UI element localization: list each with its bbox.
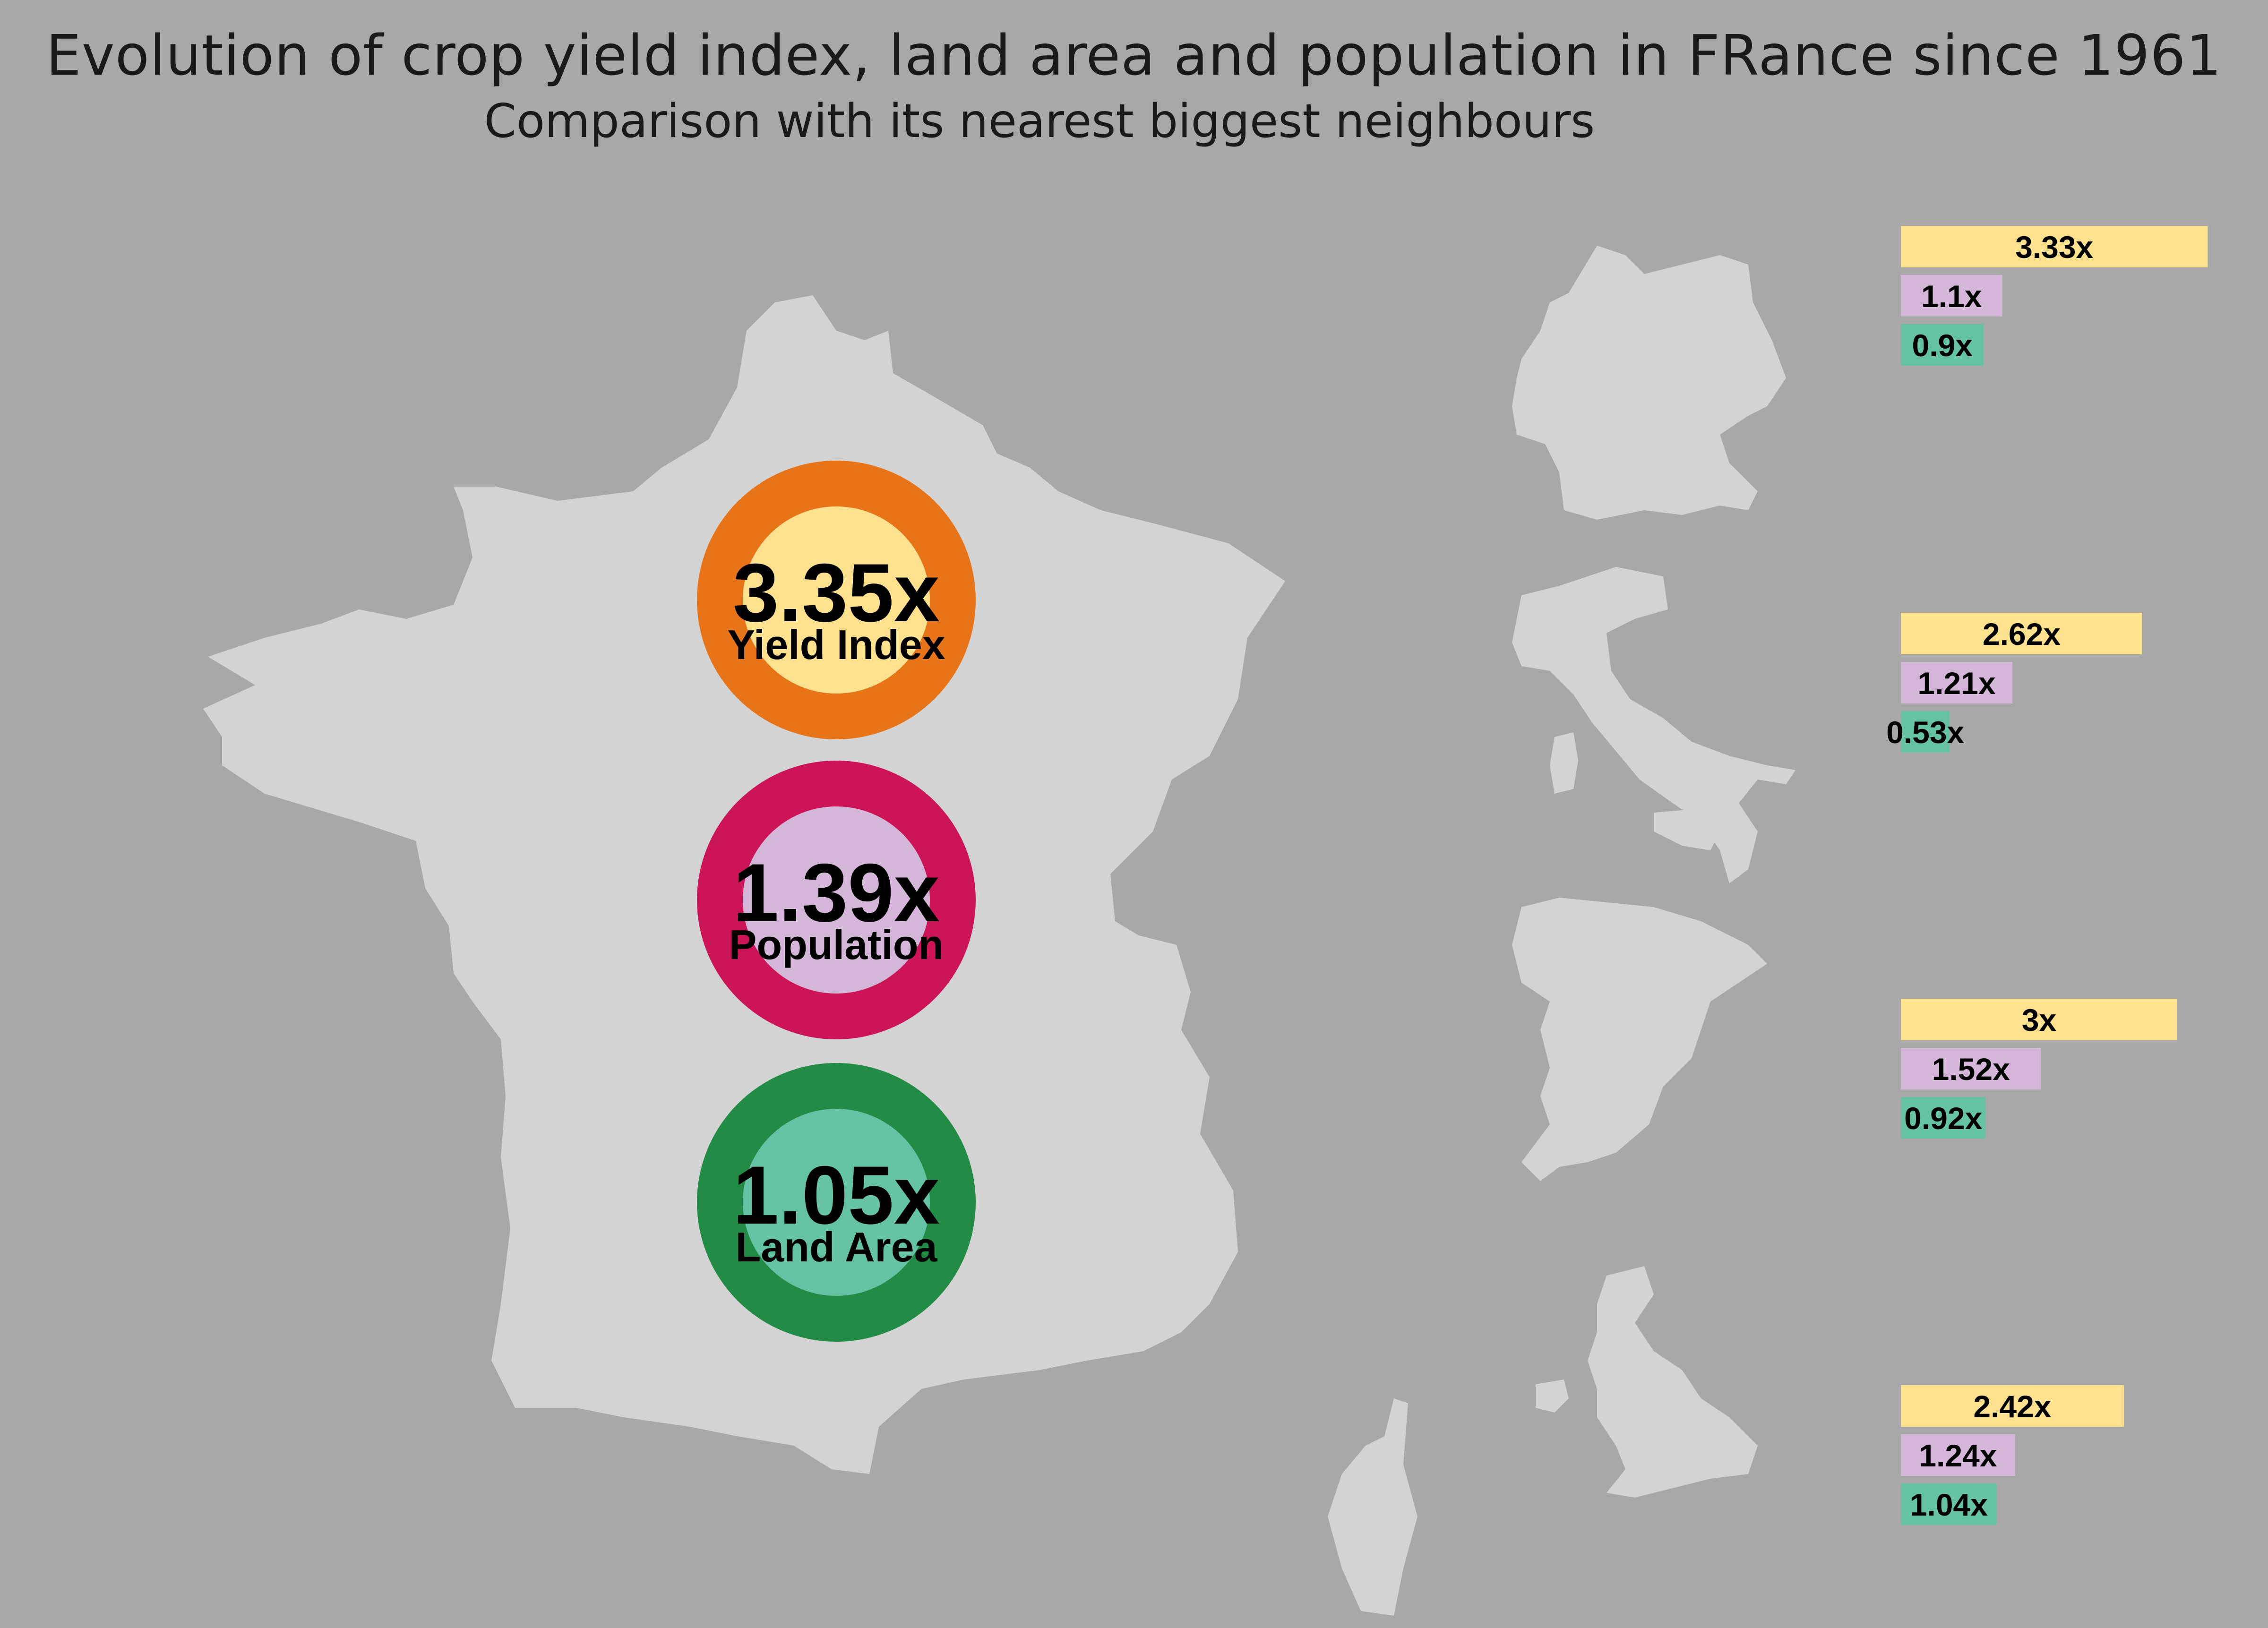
bar-yield	[1901, 999, 2177, 1040]
bar-yield	[1901, 226, 2208, 267]
bar-label-area: 0.92x	[1904, 1101, 1982, 1136]
bars-germany: 3.33x 1.1x 0.9x	[1901, 226, 2208, 366]
uk-map	[1588, 1266, 1758, 1498]
yield-inner-disc	[743, 506, 930, 694]
area-label: Land Area	[735, 1224, 937, 1270]
bar-label-population: 1.1x	[1921, 279, 1982, 314]
bar-label-population: 1.52x	[1932, 1052, 2010, 1087]
area-inner-disc	[743, 1109, 930, 1296]
population-value: 1.39x	[733, 847, 940, 939]
bar-yield	[1901, 1385, 2124, 1427]
corsica-map	[1328, 1398, 1418, 1616]
bar-population	[1901, 1434, 2015, 1476]
bar-label-population: 1.21x	[1917, 666, 1995, 701]
chart-subtitle: Comparison with its nearest biggest neig…	[484, 94, 1595, 148]
bar-label-yield: 3.33x	[2015, 230, 2093, 265]
yield-label: Yield Index	[727, 621, 945, 668]
bars-spain: 3x 1.52x 0.92x	[1901, 999, 2177, 1139]
area-value: 1.05x	[733, 1149, 940, 1242]
population-inner-disc	[743, 806, 930, 994]
bar-area	[1901, 711, 1950, 753]
bar-area	[1901, 1483, 1997, 1525]
bar-label-yield: 3x	[2022, 1003, 2057, 1037]
population-label: Population	[729, 921, 944, 968]
spain-map	[1512, 898, 1767, 1181]
bar-label-yield: 2.42x	[1973, 1389, 2051, 1424]
bar-population	[1901, 1048, 2041, 1089]
bar-label-area: 1.04x	[1910, 1487, 1988, 1522]
bar-area	[1901, 1097, 1986, 1139]
bar-population	[1901, 275, 2002, 317]
bar-label-area: 0.9x	[1912, 328, 1973, 363]
sardinia-map	[1550, 732, 1578, 794]
bar-label-population: 1.24x	[1919, 1438, 1997, 1473]
italy-map	[1512, 567, 1796, 883]
yield-value: 3.35x	[733, 547, 940, 639]
bar-area	[1901, 324, 1984, 366]
sicily-map	[1654, 808, 1720, 850]
bar-yield	[1901, 613, 2142, 654]
bars-united-kingdom: 2.42x 1.24x 1.04x	[1901, 1385, 2124, 1525]
neighbour-bars: 3.33x 1.1x 0.9x 2.62x 1.21x 0.53x 3x 1.52x 0.92x…	[1886, 226, 2208, 1525]
bar-label-yield: 2.62x	[1983, 617, 2061, 651]
germany-map	[1512, 246, 1786, 520]
northern-ireland-map	[1536, 1380, 1569, 1413]
bar-label-area: 0.53x	[1886, 715, 1964, 750]
chart-title: Evolution of crop yield index, land area…	[46, 23, 2222, 88]
bar-population	[1901, 662, 2012, 703]
bars-italy: 2.62x 1.21x 0.53x	[1886, 613, 2142, 753]
